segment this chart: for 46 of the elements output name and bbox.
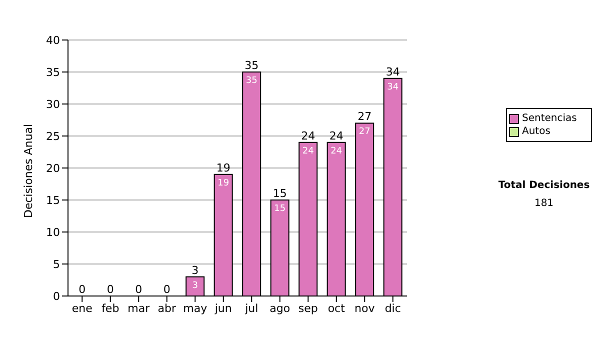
y-tick-label: 25 — [46, 130, 60, 143]
x-tick-label: nov — [354, 302, 376, 315]
data-label: 24 — [302, 146, 314, 156]
x-tick-label: ago — [270, 302, 290, 315]
data-label: 15 — [274, 204, 286, 214]
data-label: 3 — [192, 280, 198, 291]
text: 181 — [533, 198, 555, 209]
y-tick-label: 5 — [53, 258, 60, 271]
total-label: 27 — [358, 110, 372, 124]
x-tick-label: ene — [72, 302, 93, 315]
x-tick-label: sep — [298, 302, 318, 315]
x-tick-label: jun — [214, 302, 232, 315]
y-axis-title: Decisiones Anual — [22, 124, 35, 218]
data-label: 27 — [358, 127, 370, 138]
total-label: 34 — [386, 65, 400, 78]
total-label: 3 — [192, 264, 199, 277]
total-label: 24 — [301, 129, 316, 142]
data-label: 35 — [246, 76, 258, 86]
x-tick-label: oct — [328, 302, 346, 315]
total-label: 24 — [329, 129, 344, 142]
total-label: 19 — [216, 161, 230, 174]
total-label: 0 — [163, 283, 170, 296]
total-label: 35 — [244, 59, 259, 72]
x-tick-label: mar — [128, 302, 150, 315]
x-tick-label: jul — [244, 302, 258, 315]
y-tick-label: 40 — [46, 34, 60, 47]
legend-label: Autos — [521, 125, 552, 138]
total-label: 0 — [106, 283, 114, 296]
y-tick-label: 0 — [53, 290, 60, 303]
y-tick-label: 10 — [46, 226, 60, 239]
x-tick-label: may — [183, 302, 208, 315]
x-tick-label: abr — [158, 302, 176, 315]
total-label: 0 — [78, 283, 86, 296]
y-tick-label: 20 — [46, 162, 60, 175]
total-label: 15 — [272, 187, 287, 200]
data-label: 34 — [387, 82, 399, 92]
y-tick-label: 35 — [46, 66, 60, 79]
y-tick-label: 15 — [46, 194, 60, 207]
x-tick-label: dic — [384, 302, 401, 315]
text: Total Decisiones — [498, 180, 590, 191]
data-label: 19 — [218, 178, 230, 188]
x-tick-label: feb — [102, 302, 120, 315]
data-label: 24 — [330, 146, 342, 156]
y-tick-label: 30 — [46, 98, 60, 111]
legend-label: Sentencias — [521, 112, 578, 125]
total-label: 0 — [135, 283, 142, 296]
